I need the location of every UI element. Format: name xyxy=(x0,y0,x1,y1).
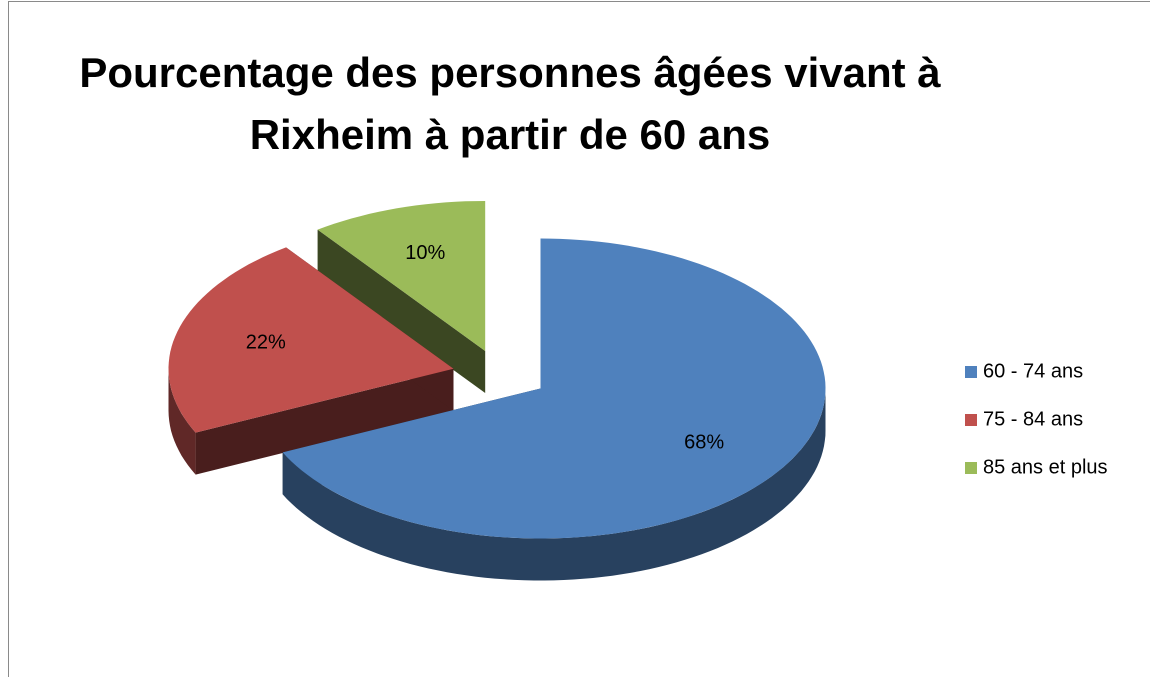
legend-swatch xyxy=(965,462,977,474)
legend-label: 85 ans et plus xyxy=(983,456,1108,478)
legend-swatch xyxy=(965,366,977,378)
chart-frame xyxy=(8,1,1150,677)
legend-swatch xyxy=(965,414,977,426)
slice xyxy=(282,238,826,539)
slice xyxy=(168,247,454,433)
data-label: 22% xyxy=(246,332,286,354)
data-label: 10% xyxy=(405,242,445,264)
slice-side xyxy=(282,388,826,581)
slice-wall xyxy=(195,368,454,475)
slice-wall xyxy=(317,229,486,393)
chart-title: Pourcentage des personnes âgées vivant à… xyxy=(79,49,941,158)
slice xyxy=(317,201,486,351)
data-label: 68% xyxy=(684,431,724,453)
slice-side xyxy=(168,368,196,475)
legend-label: 60 - 74 ans xyxy=(983,360,1083,382)
legend-label: 75 - 84 ans xyxy=(983,408,1083,430)
